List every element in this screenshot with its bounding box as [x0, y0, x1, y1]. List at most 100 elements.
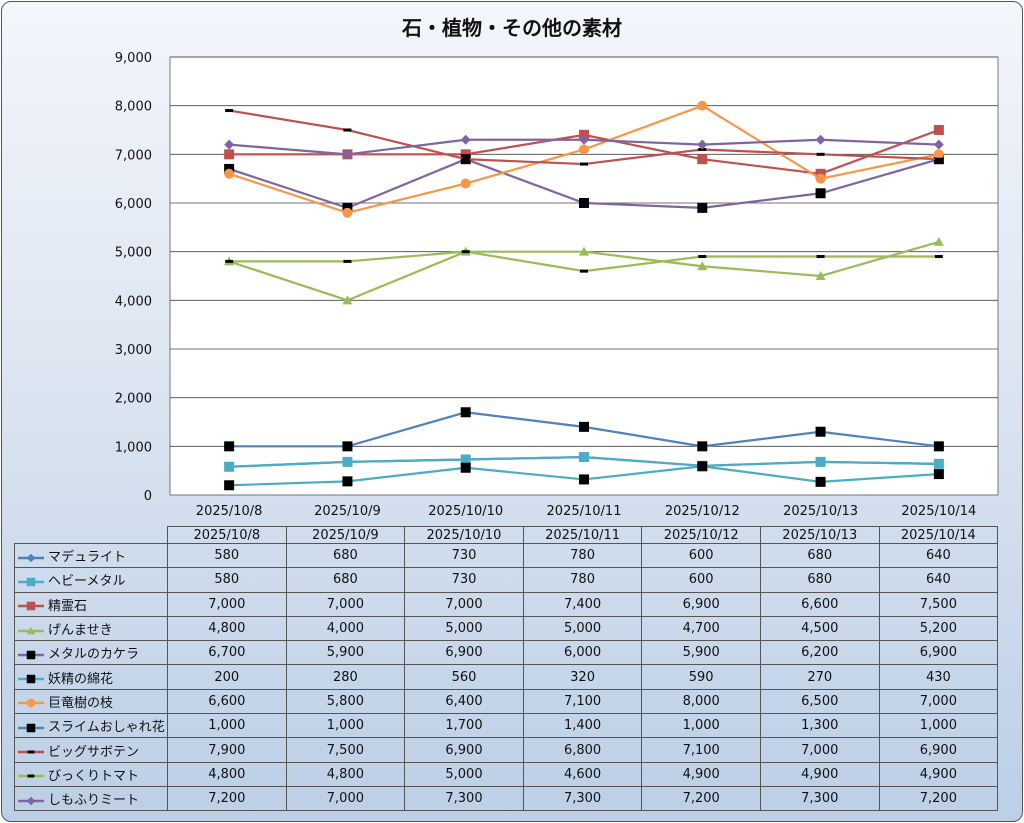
diamond-marker	[342, 149, 353, 160]
dash-marker	[580, 162, 588, 166]
dash-marker	[225, 259, 234, 263]
square-marker	[26, 723, 36, 732]
x-tick-label: 2025/10/9	[314, 504, 381, 519]
series-10	[224, 134, 944, 160]
chart-title: 石・植物・その他の素材	[402, 16, 622, 40]
table-row: びっくりトマト 4,800 4,800 5,000 4,600 4,900 4,900 4,9…	[14, 761, 999, 787]
legend-entry: げんませき	[14, 615, 168, 642]
legend-key-icon	[18, 601, 44, 611]
table-cell: 6,900	[878, 737, 999, 763]
dash-marker	[934, 255, 943, 259]
square-marker	[26, 674, 36, 684]
legend-entry: マデュライト	[14, 542, 168, 569]
square-marker	[342, 456, 353, 467]
legend-key-icon	[18, 699, 44, 708]
table-row: げんませき 4,800 4,000 5,000 5,000 4,700 4,500 5,200	[14, 615, 999, 642]
diamond-marker	[224, 139, 235, 150]
legend-label: びっくりトマト	[48, 768, 140, 784]
legend-entry: しもふりミート	[14, 785, 168, 812]
table-cell: 7,200	[878, 785, 999, 812]
table-cell: 580	[167, 567, 287, 593]
square-marker	[815, 188, 826, 199]
legend-key-icon	[18, 577, 44, 587]
square-marker	[26, 650, 36, 660]
table-cell: 5,000	[404, 615, 524, 642]
diamond-marker	[26, 553, 36, 562]
x-tick-label: 2025/10/10	[428, 504, 503, 519]
triangle-marker	[697, 261, 708, 271]
table-cell: 4,900	[641, 761, 761, 787]
triangle-marker	[933, 236, 944, 246]
y-tick-label: 6,000	[115, 197, 152, 212]
table-cell: 1,000	[167, 713, 287, 739]
series-9	[225, 250, 943, 273]
table-row: ヘビーメタル 580 680 730 780 600 680 640	[14, 567, 999, 593]
table-cell: 6,900	[641, 591, 761, 617]
dash-marker	[816, 152, 825, 156]
table-cell: 1,700	[404, 713, 524, 739]
legend-entry: 精霊石	[14, 591, 168, 617]
square-marker	[933, 441, 944, 452]
table-cell: 6,000	[522, 640, 643, 666]
series-6	[224, 100, 944, 218]
y-tick-label: 5,000	[115, 246, 152, 261]
table-cell: 6,600	[759, 591, 880, 617]
legend-entry: ビッグサボテン	[14, 737, 168, 763]
table-cell: 4,800	[167, 615, 287, 642]
dash-marker	[461, 250, 470, 254]
table-column-header: 2025/10/13	[759, 526, 880, 544]
circle-marker	[342, 207, 353, 218]
y-tick-label: 9,000	[115, 51, 152, 66]
table-cell: 7,500	[878, 591, 999, 617]
circle-marker	[579, 144, 589, 155]
legend-key-icon	[18, 796, 44, 805]
table-cell: 6,500	[759, 688, 880, 715]
table-cell: 590	[641, 664, 761, 690]
square-marker	[815, 476, 826, 487]
table-row: メタルのカケラ 6,700 5,900 6,900 6,000 5,900 6,200 6,9…	[14, 640, 999, 666]
table-cell: 320	[522, 664, 643, 690]
table-cell: 640	[878, 542, 999, 569]
square-marker	[460, 462, 471, 473]
table-cell: 7,200	[641, 785, 761, 812]
legend-key-icon	[18, 650, 44, 660]
legend-label: げんませき	[48, 623, 113, 639]
table-cell: 680	[285, 567, 406, 593]
table-column-header: 2025/10/12	[641, 526, 761, 544]
table-cell: 4,900	[878, 761, 999, 787]
dash-marker	[343, 128, 352, 132]
dash-marker	[27, 750, 35, 754]
square-marker	[933, 458, 944, 469]
square-marker	[697, 461, 708, 472]
circle-marker	[697, 100, 708, 111]
table-cell: 7,100	[522, 688, 643, 715]
dash-marker	[27, 774, 35, 778]
square-marker	[815, 456, 826, 467]
square-marker	[933, 469, 944, 480]
table-cell: 4,700	[641, 615, 761, 642]
diamond-marker	[933, 139, 944, 150]
table-cell: 730	[404, 542, 524, 569]
table-cell: 7,000	[878, 688, 999, 715]
legend-entry: スライムおしゃれ花	[14, 713, 168, 739]
diamond-marker	[815, 134, 826, 145]
square-marker	[224, 461, 235, 472]
legend-entry: 巨竜樹の枝	[14, 688, 168, 715]
legend-entry: メタルのカケラ	[14, 640, 168, 666]
series-7	[224, 407, 944, 452]
legend-label: 巨竜樹の枝	[48, 695, 114, 711]
table-cell: 6,400	[404, 688, 524, 715]
table-cell: 6,700	[167, 640, 287, 666]
square-marker	[224, 149, 235, 160]
table-corner	[15, 527, 168, 544]
dash-marker	[816, 255, 825, 259]
table-cell: 1,000	[878, 713, 999, 739]
triangle-marker	[815, 271, 826, 280]
table-cell: 680	[759, 567, 880, 593]
legend-label: ヘビーメタル	[48, 574, 126, 590]
table-row: ビッグサボテン 7,900 7,500 6,900 6,800 7,100 7,000 6,9…	[14, 737, 999, 763]
series-5	[224, 461, 944, 491]
table-cell: 5,000	[522, 615, 643, 642]
legend-key-icon	[18, 674, 44, 684]
diamond-marker	[697, 139, 708, 150]
